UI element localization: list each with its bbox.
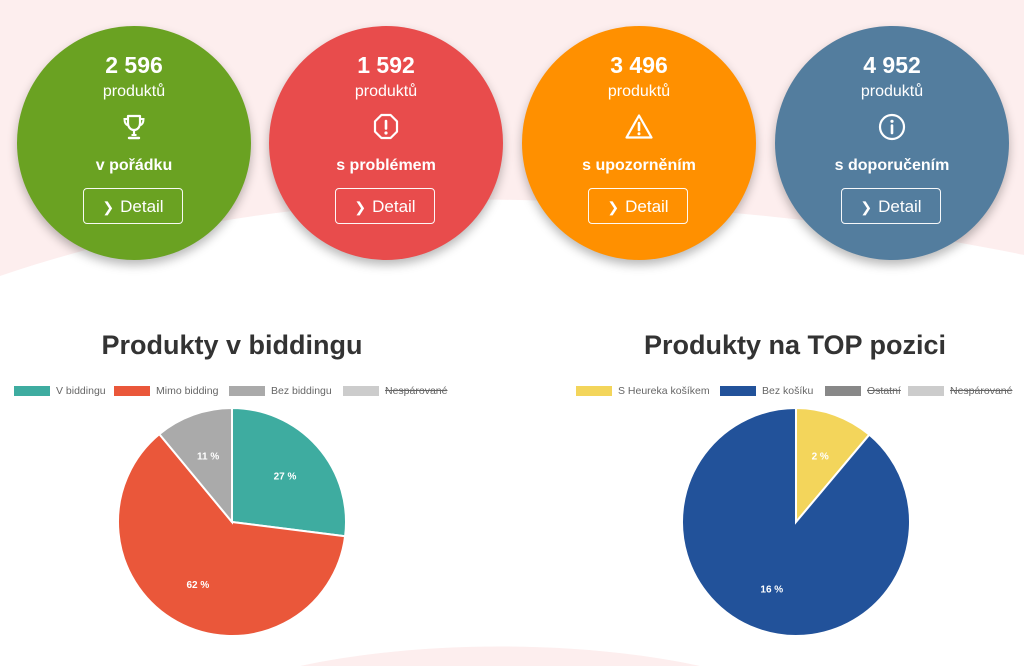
chevron-right-icon: ❯ bbox=[354, 199, 367, 215]
pie-data-label-bez-biddingu: 11 % bbox=[197, 452, 219, 463]
recommendation-status: s doporučením bbox=[834, 157, 950, 174]
warning-detail-button[interactable]: ❯ Detail bbox=[588, 188, 688, 224]
ok-unit: produktů bbox=[102, 83, 166, 100]
problem-count: 1 592 bbox=[357, 52, 415, 78]
chevron-right-icon: ❯ bbox=[860, 199, 873, 215]
pie-data-label-v-biddingu: 27 % bbox=[274, 471, 297, 482]
legend-label: Bez biddingu bbox=[271, 385, 332, 397]
ok-status: v pořádku bbox=[95, 157, 173, 174]
warning-status: s upozorněním bbox=[582, 157, 696, 174]
recommendation-unit: produktů bbox=[860, 83, 924, 100]
top-position-chart-legend: S Heureka košíkem Bez košíku Ostatní Nes… bbox=[560, 384, 1024, 400]
legend-label: Bez košíku bbox=[762, 385, 814, 397]
bidding-pie-chart: 27 % 62 % 11 % bbox=[117, 406, 347, 637]
bidding-chart-title: Produkty v biddingu bbox=[101, 330, 363, 360]
bidding-chart-legend: V biddingu Mimo bidding Bez biddingu Nes… bbox=[0, 384, 470, 400]
legend-swatch bbox=[343, 386, 379, 396]
recommendation-count: 4 952 bbox=[863, 52, 921, 78]
legend-swatch bbox=[114, 386, 150, 396]
legend-swatch bbox=[825, 386, 861, 396]
chevron-right-icon: ❯ bbox=[607, 199, 620, 215]
status-cards: 2 596 produktů v pořádku ❯ Detail 1 592 p… bbox=[0, 0, 1024, 270]
legend-label: Mimo bidding bbox=[156, 385, 219, 397]
pie-data-label-bez-kosiku: 16 % bbox=[760, 584, 783, 595]
pie-slice-v-biddingu[interactable] bbox=[231, 406, 347, 538]
legend-item-nesparovane[interactable]: Nespárované bbox=[343, 384, 447, 398]
legend-item-nesparovane[interactable]: Nespárované bbox=[908, 384, 1012, 398]
problem-unit: produktů bbox=[354, 83, 418, 100]
legend-swatch bbox=[720, 386, 756, 396]
legend-label: Ostatní bbox=[867, 385, 901, 397]
warning-unit: produktů bbox=[607, 83, 671, 100]
detail-label: Detail bbox=[878, 197, 922, 216]
pie-slice-s-heureka-kosikem[interactable] bbox=[795, 406, 871, 525]
status-card-recommendation: 4 952 produktů s doporučením ❯ Detail bbox=[775, 26, 1009, 260]
legend-label: Nespárované bbox=[385, 385, 448, 397]
warning-count: 3 496 bbox=[610, 52, 668, 78]
detail-label: Detail bbox=[120, 197, 164, 216]
legend-swatch bbox=[576, 386, 612, 396]
legend-swatch bbox=[14, 386, 50, 396]
top-position-pie-chart: 2 % 16 % bbox=[681, 406, 911, 637]
legend-swatch bbox=[908, 386, 944, 396]
status-card-problem: 1 592 produktů s problémem ❯ Detail bbox=[269, 26, 503, 260]
problem-detail-button[interactable]: ❯ Detail bbox=[335, 188, 435, 224]
legend-label: S Heureka košíkem bbox=[618, 385, 710, 397]
legend-item-bez-kosiku[interactable]: Bez košíku bbox=[720, 384, 813, 398]
detail-label: Detail bbox=[625, 197, 669, 216]
legend-item-bez-biddingu[interactable]: Bez biddingu bbox=[229, 384, 332, 398]
pie-slice-bez-biddingu[interactable] bbox=[157, 406, 233, 525]
chevron-right-icon: ❯ bbox=[102, 199, 115, 215]
info-circle-icon bbox=[878, 113, 906, 141]
header-background bbox=[0, 0, 1024, 276]
pie-slice-bez-kosiku[interactable] bbox=[681, 406, 911, 637]
ok-detail-button[interactable]: ❯ Detail bbox=[83, 188, 183, 224]
legend-swatch bbox=[229, 386, 265, 396]
ok-count: 2 596 bbox=[105, 52, 163, 78]
problem-status: s problémem bbox=[336, 157, 436, 174]
legend-item-s-heureka-kosikem[interactable]: S Heureka košíkem bbox=[576, 384, 710, 398]
top-position-chart-title: Produkty na TOP pozici bbox=[643, 330, 947, 360]
legend-label: V biddingu bbox=[56, 385, 106, 397]
pie-slice-mimo-bidding[interactable] bbox=[117, 432, 347, 637]
trophy-icon bbox=[123, 114, 145, 140]
detail-label: Detail bbox=[372, 197, 416, 216]
legend-item-v-biddingu[interactable]: V biddingu bbox=[14, 384, 106, 398]
legend-label: Nespárované bbox=[950, 385, 1013, 397]
status-card-warning: 3 496 produktů s upozorněním ❯ Detail bbox=[522, 26, 756, 260]
warning-triangle-icon bbox=[625, 114, 653, 139]
recommendation-detail-button[interactable]: ❯ Detail bbox=[841, 188, 941, 224]
pie-data-label-s-heureka-kosikem: 2 % bbox=[812, 452, 829, 463]
alert-octagon-icon bbox=[373, 113, 399, 140]
legend-item-mimo-bidding[interactable]: Mimo bidding bbox=[114, 384, 218, 398]
pie-data-label-mimo-bidding: 62 % bbox=[187, 580, 210, 591]
legend-item-ostatni[interactable]: Ostatní bbox=[825, 384, 901, 398]
status-card-ok: 2 596 produktů v pořádku ❯ Detail bbox=[17, 26, 251, 260]
